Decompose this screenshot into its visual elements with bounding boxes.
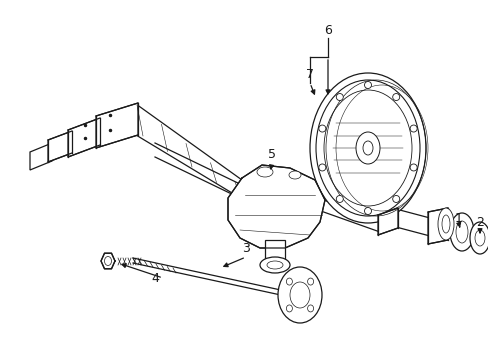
Text: 5: 5: [267, 148, 275, 162]
Ellipse shape: [324, 90, 411, 206]
Ellipse shape: [309, 73, 425, 223]
Ellipse shape: [409, 125, 416, 132]
Polygon shape: [264, 240, 285, 265]
Ellipse shape: [336, 94, 343, 100]
Polygon shape: [377, 208, 397, 235]
Ellipse shape: [104, 256, 111, 266]
Ellipse shape: [474, 230, 484, 246]
Ellipse shape: [362, 141, 372, 155]
Polygon shape: [227, 165, 325, 248]
Ellipse shape: [289, 282, 309, 308]
Polygon shape: [68, 118, 100, 157]
Ellipse shape: [455, 221, 467, 243]
Text: 4: 4: [151, 271, 159, 284]
Ellipse shape: [437, 208, 453, 240]
Text: 3: 3: [242, 242, 249, 255]
Ellipse shape: [278, 267, 321, 323]
Ellipse shape: [355, 132, 379, 164]
Ellipse shape: [260, 257, 289, 273]
Text: 6: 6: [324, 23, 331, 36]
Ellipse shape: [392, 195, 399, 202]
Polygon shape: [96, 103, 138, 148]
Ellipse shape: [307, 305, 313, 312]
Ellipse shape: [469, 222, 488, 254]
Ellipse shape: [409, 164, 416, 171]
Ellipse shape: [336, 195, 343, 202]
Ellipse shape: [266, 261, 283, 269]
Text: 7: 7: [305, 68, 313, 81]
Ellipse shape: [257, 167, 272, 177]
Ellipse shape: [307, 278, 313, 285]
Polygon shape: [427, 208, 447, 244]
Ellipse shape: [364, 207, 371, 215]
Ellipse shape: [449, 213, 473, 251]
Ellipse shape: [318, 125, 325, 132]
Text: 2: 2: [475, 216, 483, 229]
Polygon shape: [48, 131, 72, 162]
Text: 1: 1: [454, 211, 462, 225]
Ellipse shape: [286, 305, 292, 312]
Ellipse shape: [441, 215, 449, 233]
Ellipse shape: [286, 278, 292, 285]
Ellipse shape: [364, 81, 371, 89]
Ellipse shape: [392, 94, 399, 100]
Polygon shape: [30, 143, 52, 170]
Ellipse shape: [315, 80, 419, 216]
Ellipse shape: [318, 164, 325, 171]
Ellipse shape: [288, 171, 301, 179]
Polygon shape: [101, 253, 115, 269]
